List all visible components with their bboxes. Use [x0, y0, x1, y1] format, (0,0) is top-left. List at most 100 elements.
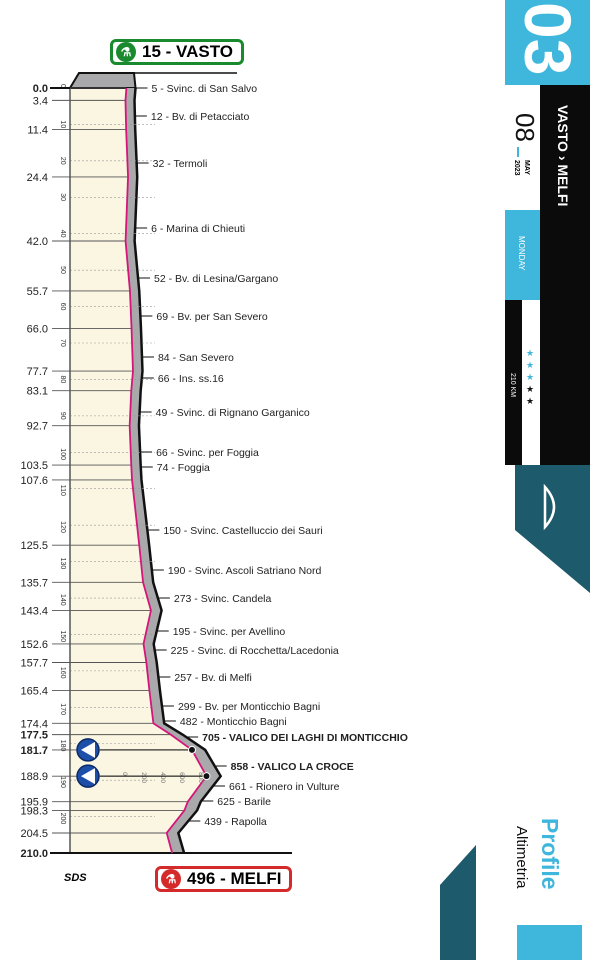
place-label: 299 - Bv. per Monticchio Bagni: [178, 701, 320, 713]
profile-outline: [133, 87, 223, 854]
distance-text: 210 KM: [509, 373, 516, 398]
altitude-tick-label: 800: [197, 772, 204, 783]
distance-label: 66.0: [27, 323, 48, 335]
weekday-text: MONDAY: [517, 236, 526, 271]
place-label: 52 - Bv. di Lesina/Gargano: [154, 273, 278, 285]
credit-logo: SDS: [64, 872, 87, 884]
place-label: 69 - Bv. per San Severo: [156, 311, 267, 323]
kom-point: [187, 745, 196, 754]
distance-box: 210 KM: [505, 300, 522, 465]
place-label: 858 - VALICO LA CROCE: [231, 761, 354, 773]
place-label: 482 - Monticchio Bagni: [180, 716, 287, 728]
place-label: 273 - Svinc. Candela: [174, 593, 272, 605]
place-label: 12 - Bv. di Petacciato: [151, 111, 250, 123]
distance-label: 204.5: [20, 828, 48, 840]
date-year: 2023: [513, 160, 520, 176]
km-tick-label: 60: [59, 303, 66, 311]
distance-label: 11.4: [27, 125, 48, 137]
distance-label: 181.7: [20, 745, 48, 757]
km-tick-label: 180: [59, 740, 66, 752]
km-tick-label: 140: [59, 594, 66, 606]
distance-label: 174.4: [20, 718, 48, 730]
section-subtitle: Altimetria: [513, 826, 530, 889]
distance-label: 24.4: [27, 172, 48, 184]
km-tick-label: 50: [59, 266, 66, 274]
km-tick-label: 40: [59, 230, 66, 238]
route-text: VASTO › MELFI: [555, 105, 571, 207]
difficulty-star-icon: ★: [526, 384, 535, 394]
distance-label: 135.7: [20, 577, 48, 589]
distance-label: 177.5: [20, 730, 48, 742]
distance-label: 3.4: [33, 95, 48, 107]
route-strip: VASTO › MELFI: [540, 85, 590, 465]
start-text: 15 - VASTO: [142, 42, 234, 61]
km-tick-label: 80: [59, 375, 66, 383]
stage-logo-icon: [543, 483, 556, 531]
km-tick-label: 190: [59, 776, 66, 788]
distance-label: 83.1: [27, 386, 48, 398]
difficulty-star-icon: ★: [526, 348, 535, 358]
km-tick-label: 160: [59, 667, 66, 679]
km-tick-label: 110: [59, 485, 66, 496]
kom-climb-icon: [76, 764, 100, 788]
place-label: 5 - Svinc. di San Salvo: [152, 83, 258, 95]
place-label: 439 - Rapolla: [204, 816, 267, 828]
distance-label: 55.7: [27, 286, 48, 298]
distance-label: 152.6: [20, 639, 48, 651]
finish-label: ⚗ 496 - MELFI: [155, 866, 293, 892]
km-tick-label: 100: [59, 448, 66, 460]
kom-point: [202, 772, 211, 781]
distance-label: 42.0: [27, 236, 48, 248]
km-tick-label: 70: [59, 339, 66, 347]
place-label: 6 - Marina di Chieuti: [151, 223, 245, 235]
km-tick-label: 130: [59, 558, 66, 570]
altitude-tick-label: 200: [140, 772, 147, 783]
place-label: 66 - Ins. ss.16: [158, 373, 224, 385]
km-tick-label: 120: [59, 521, 66, 533]
place-label: 257 - Bv. di Melfi: [174, 672, 251, 684]
distance-label: 198.3: [20, 805, 48, 817]
km-tick-label: 10: [59, 120, 66, 128]
place-label: 661 - Rionero in Vulture: [229, 781, 340, 793]
profile-top-face: [68, 72, 137, 89]
place-label: 150 - Svinc. Castelluccio dei Sauri: [163, 525, 322, 537]
km-tick-label: 200: [59, 813, 66, 825]
km-tick-label: 30: [59, 193, 66, 201]
place-label: 190 - Svinc. Ascoli Satriano Nord: [168, 565, 322, 577]
altitude-tick-label: 0: [121, 772, 128, 776]
distance-label: 107.6: [20, 475, 48, 487]
kom-triangle: [81, 768, 95, 785]
distance-label: 125.5: [20, 540, 48, 552]
difficulty-rating: ★ ★ ★ ★ ★: [522, 300, 540, 465]
distance-label: 92.7: [27, 421, 48, 433]
distance-label: 157.7: [20, 658, 48, 670]
profile-side-face: [125, 88, 221, 854]
place-label: 49 - Svinc. di Rignano Garganico: [156, 407, 310, 419]
distance-label: 165.4: [20, 686, 48, 698]
altitude-tick-label: 400: [159, 772, 166, 783]
kom-triangle: [81, 741, 95, 758]
difficulty-star-icon: ★: [526, 372, 535, 382]
weekday-box: MONDAY: [505, 210, 540, 300]
difficulty-star-icon: ★: [526, 360, 535, 370]
km-tick-label: 20: [59, 157, 66, 165]
km-tick-label: 170: [59, 703, 66, 715]
place-label: 32 - Termoli: [153, 158, 208, 170]
place-label: 84 - San Severo: [158, 352, 234, 364]
teal-corner-decoration: [440, 845, 476, 960]
date-month: MAY: [523, 160, 530, 175]
date-box: 08 MAY 2023: [505, 85, 540, 210]
place-label: 625 - Barile: [217, 796, 271, 808]
distance-label: 210.0: [20, 848, 48, 860]
difficulty-star-icon: ★: [526, 396, 535, 406]
place-label: 705 - VALICO DEI LAGHI DI MONTICCHIO: [202, 732, 408, 744]
accent-block: [517, 925, 582, 960]
distance-label: 0.0: [33, 83, 48, 95]
place-label: 195 - Svinc. per Avellino: [173, 626, 286, 638]
distance-label: 188.9: [20, 771, 48, 783]
altitude-tick-label: 600: [178, 772, 185, 783]
km-tick-label: 90: [59, 412, 66, 420]
stage-number: 03: [511, 2, 585, 76]
place-label: 225 - Svinc. di Rocchetta/Lacedonia: [171, 645, 339, 657]
